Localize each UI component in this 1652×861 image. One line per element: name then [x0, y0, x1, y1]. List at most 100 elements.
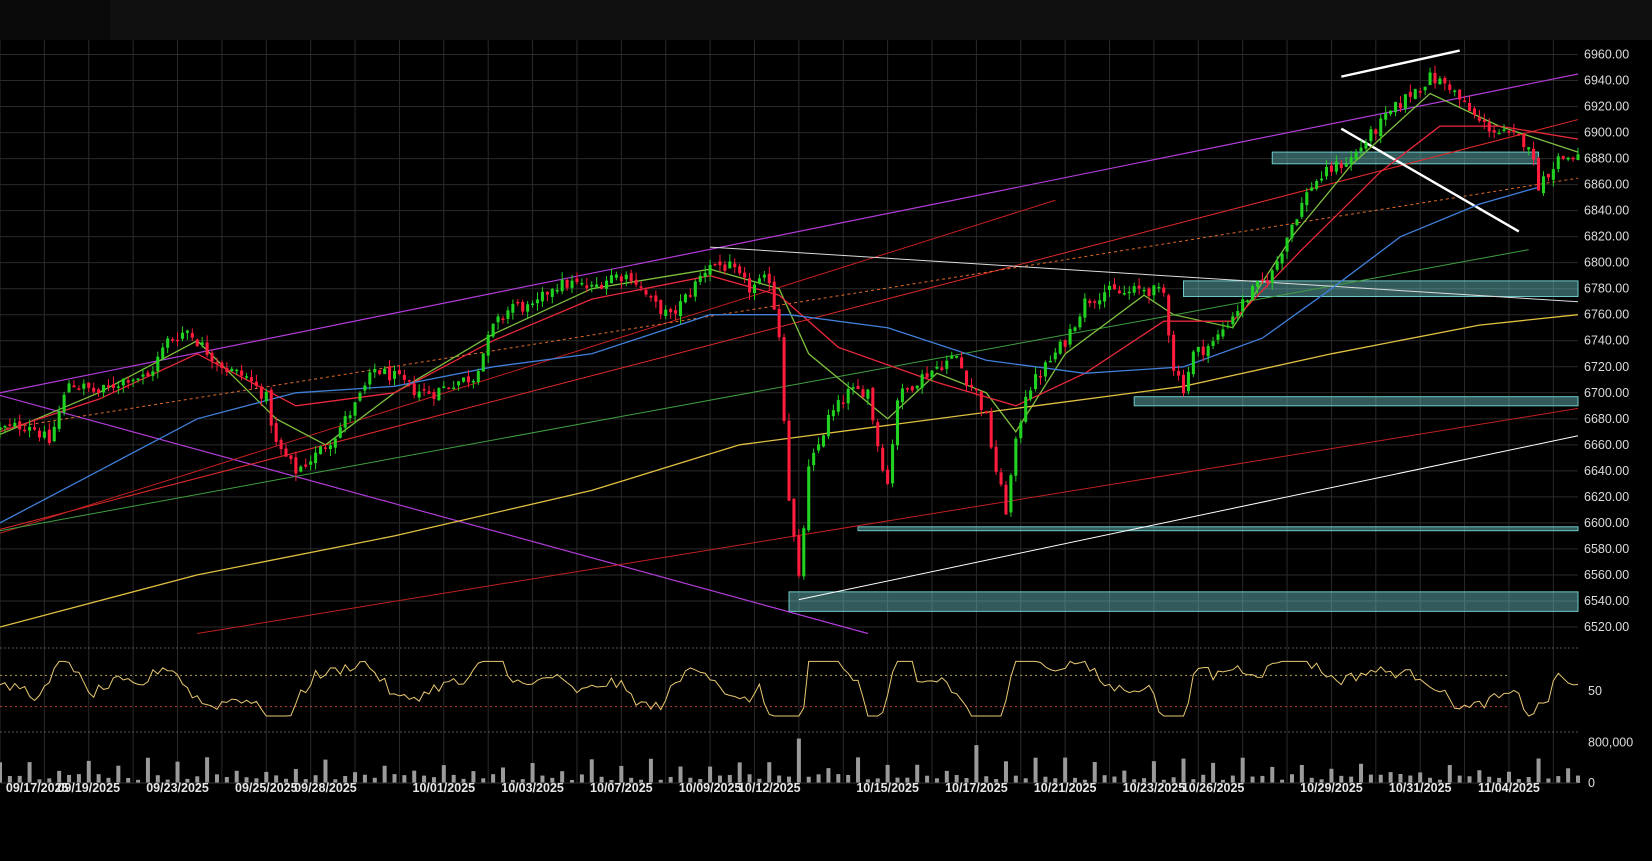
volume-bar: [816, 774, 821, 783]
trend-line: [710, 246, 1579, 303]
volume-panel: [0, 738, 1580, 783]
volume-bar: [619, 765, 624, 783]
candle-body: [1315, 181, 1319, 189]
candle-body: [688, 295, 692, 297]
volume-bar: [1556, 776, 1561, 783]
price-tick-label: 6900.00: [1584, 126, 1629, 140]
trend-line: [1340, 127, 1520, 233]
date-tick-label: 10/31/2025: [1389, 781, 1452, 795]
candle-body: [402, 374, 406, 380]
candle-body: [1048, 360, 1052, 363]
candle-body: [1541, 176, 1546, 194]
candle-body: [1172, 334, 1176, 371]
volume-bar: [7, 776, 12, 783]
candle-body: [392, 370, 397, 379]
candle-body: [1093, 301, 1097, 303]
candle-body: [1408, 91, 1412, 97]
candle-body: [984, 411, 988, 414]
volume-bar: [1368, 774, 1373, 783]
candle-body: [1098, 300, 1102, 305]
candle-body: [1157, 286, 1161, 289]
candle-body: [1255, 281, 1259, 287]
volume-bar: [1201, 774, 1206, 783]
volume-bar: [1388, 772, 1393, 783]
price-tick-label: 6800.00: [1584, 256, 1629, 270]
candle-body: [886, 469, 890, 484]
volume-bar: [708, 766, 713, 783]
volume-bar: [431, 777, 436, 783]
candle-body: [836, 400, 840, 412]
candle-body: [915, 385, 919, 389]
candle-body: [358, 392, 362, 401]
candle-body: [3, 426, 7, 428]
candle-body: [319, 446, 323, 455]
date-tick-label: 10/23/2025: [1123, 781, 1186, 795]
candle-body: [1251, 286, 1255, 301]
candle-body: [1142, 289, 1146, 292]
volume-bar: [925, 775, 930, 783]
candle-body: [614, 274, 618, 278]
candle-body: [146, 372, 150, 376]
candle-body: [8, 424, 12, 426]
volume-bar: [461, 778, 466, 783]
date-tick-label: 10/29/2025: [1300, 781, 1363, 795]
volume-bar: [639, 779, 644, 783]
date-tick-label: 09/19/2025: [57, 781, 120, 795]
candle-body: [683, 294, 687, 303]
candle-body: [348, 415, 352, 419]
candle-body: [67, 383, 71, 393]
volume-bar: [47, 778, 52, 783]
volume-bar: [451, 774, 456, 783]
candle-body: [900, 388, 904, 403]
volume-bar: [609, 779, 614, 783]
candle-body: [1073, 327, 1077, 331]
date-tick-label: 10/26/2025: [1182, 781, 1245, 795]
date-tick-label: 09/23/2025: [146, 781, 209, 795]
candle-body: [1024, 396, 1028, 422]
candle-body: [757, 278, 761, 284]
volume-bar: [491, 774, 496, 783]
candle-body: [1369, 129, 1373, 142]
volume-bar: [1497, 777, 1502, 783]
candle-body: [1310, 187, 1314, 191]
candle-body: [397, 370, 401, 375]
zone-box: [857, 526, 1579, 532]
candle-body: [111, 384, 115, 388]
candle-body: [526, 304, 530, 312]
candle-body: [1029, 390, 1033, 400]
candle-body: [787, 420, 791, 501]
candle-body: [161, 347, 165, 359]
volume-bar: [875, 778, 880, 783]
volume-bar: [836, 774, 841, 783]
date-tick-label: 10/03/2025: [501, 781, 564, 795]
candle-body: [1305, 192, 1309, 206]
candle-body: [97, 389, 101, 393]
price-chart[interactable]: 6960.00 6940.00 6920.00 6900.00 6880.00 6860.…: [0, 40, 1652, 845]
volume-bar: [372, 777, 377, 783]
price-tick-label: 6700.00: [1584, 386, 1629, 400]
volume-bar: [0, 762, 2, 783]
candle-body: [1497, 132, 1501, 135]
candle-body: [969, 384, 973, 388]
volume-bar: [934, 778, 939, 783]
candle-body: [619, 276, 623, 282]
candle-body: [368, 372, 372, 385]
candle-body: [767, 273, 771, 284]
candle-body: [102, 384, 106, 393]
date-tick-label: 11/04/2025: [1478, 781, 1540, 795]
candle-body: [570, 280, 574, 288]
volume-bar: [116, 765, 121, 783]
volume-bar: [747, 774, 752, 783]
candle-body: [1083, 298, 1087, 318]
candle-body: [733, 263, 737, 268]
volume-bar: [1250, 776, 1255, 783]
price-tick-label: 6760.00: [1584, 308, 1629, 322]
candle-body: [545, 291, 549, 295]
price-axis[interactable]: 6960.00 6940.00 6920.00 6900.00 6880.00 6860.…: [1584, 48, 1633, 790]
volume-bar: [500, 767, 505, 783]
candle-body: [220, 362, 224, 369]
candle-body: [1270, 270, 1274, 284]
volume-bar: [165, 779, 170, 783]
candle-body: [748, 278, 752, 293]
